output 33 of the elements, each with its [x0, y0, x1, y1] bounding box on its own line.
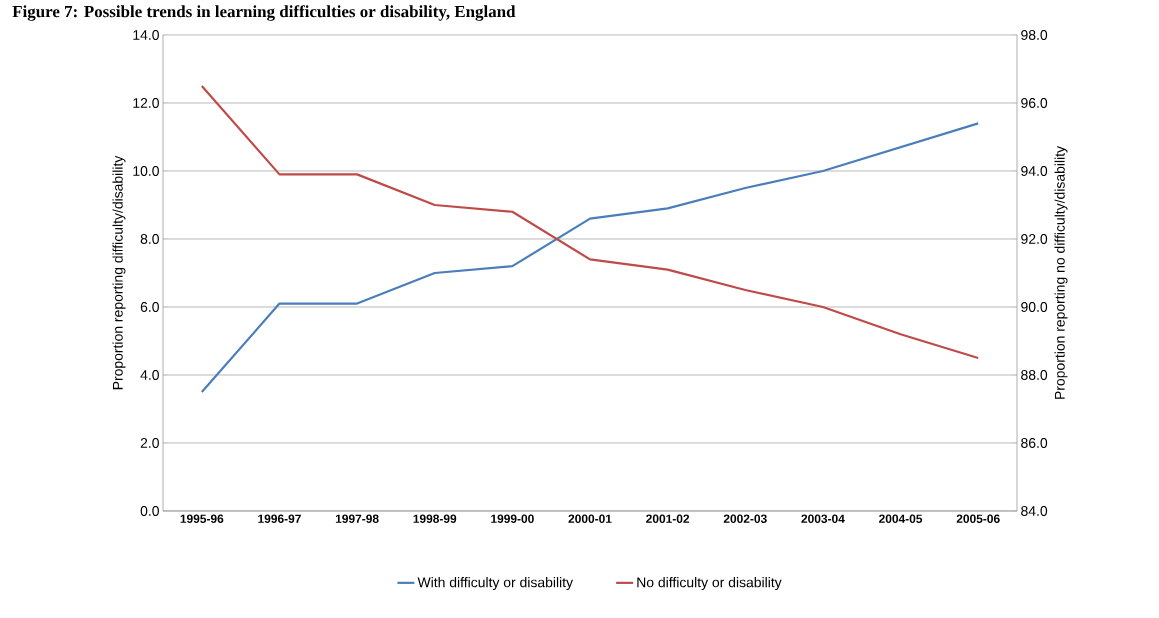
y-tick-label: 12.0	[133, 98, 159, 108]
y-tick-label: 2.0	[140, 438, 159, 448]
y2-tick-label: 90.0	[1021, 302, 1048, 312]
x-tick-label: 2003-04	[801, 514, 845, 523]
y-axis-title: Proportion reporting difficulty/disability	[112, 155, 126, 390]
legend-label: No difficulty or disability	[637, 577, 782, 591]
y2-tick-label: 94.0	[1021, 166, 1048, 176]
y2-tick-label: 92.0	[1021, 234, 1048, 244]
y2-tick-label: 88.0	[1021, 370, 1048, 380]
y2-tick-label: 86.0	[1021, 438, 1048, 448]
x-tick-label: 1995-96	[180, 514, 224, 523]
y2-tick-label: 98.0	[1021, 30, 1048, 40]
y2-tick-label: 84.0	[1021, 506, 1048, 516]
x-tick-label: 1996-97	[258, 514, 301, 523]
x-tick-label: 2002-03	[723, 514, 767, 523]
y-tick-label: 6.0	[140, 302, 159, 312]
chart-title: Figure 7: Possible trends in learning difficulties or disability, England	[12, 5, 516, 21]
y-tick-label: 8.0	[140, 234, 159, 244]
x-tick-label: 2005-06	[956, 514, 1000, 523]
x-tick-label: 1997-98	[335, 514, 379, 523]
y2-tick-label: 96.0	[1021, 98, 1048, 108]
line-series	[200, 84, 980, 360]
x-tick-label: 2000-01	[568, 514, 612, 523]
y2-axis-title: Proportion reporting no difficulty/disability	[1054, 146, 1068, 399]
y-tick-label: 14.0	[133, 30, 159, 40]
x-tick-label: 2001-02	[646, 514, 690, 523]
x-tick-label: 1999-00	[491, 514, 534, 523]
y-tick-label: 10.0	[133, 166, 159, 176]
x-tick-label: 1998-99	[413, 514, 457, 523]
y-tick-label: 0.0	[140, 506, 159, 516]
x-tick-label: 2004-05	[879, 514, 923, 523]
y-tick-label: 4.0	[140, 370, 159, 380]
legend-label: With difficulty or disability	[417, 577, 573, 591]
